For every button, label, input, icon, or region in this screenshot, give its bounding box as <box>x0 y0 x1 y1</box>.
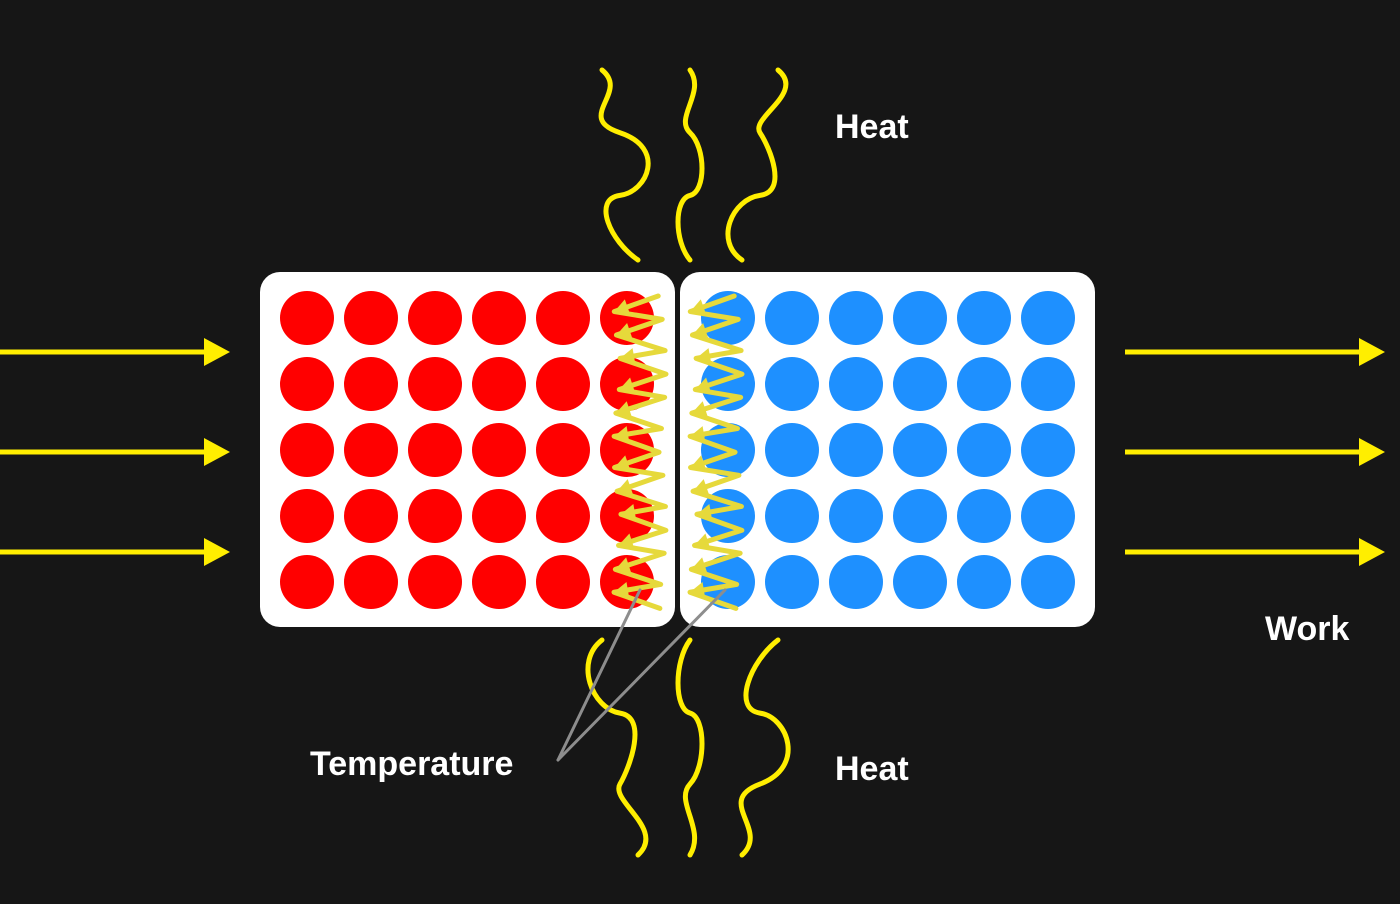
left-particle <box>344 555 398 609</box>
left-particle <box>344 291 398 345</box>
heat-wave-top <box>678 70 702 260</box>
right-particle <box>829 291 883 345</box>
left-particle <box>536 423 590 477</box>
right-particle <box>957 489 1011 543</box>
right-particle <box>893 291 947 345</box>
left-particle <box>408 423 462 477</box>
right-particle <box>1021 423 1075 477</box>
left-particle <box>344 357 398 411</box>
right-particle <box>957 291 1011 345</box>
left-particle <box>408 357 462 411</box>
right-particle <box>957 423 1011 477</box>
heat-label-bottom: Heat <box>835 750 909 789</box>
right-particle <box>893 357 947 411</box>
right-particle <box>1021 291 1075 345</box>
left-particle <box>536 489 590 543</box>
work-arrow-in-head <box>204 438 230 466</box>
left-particle <box>472 555 526 609</box>
work-arrow-in-head <box>204 538 230 566</box>
left-particle <box>472 423 526 477</box>
right-particle <box>1021 555 1075 609</box>
left-particle <box>536 291 590 345</box>
left-particle <box>536 555 590 609</box>
left-particle <box>408 555 462 609</box>
work-arrow-out-head <box>1359 338 1385 366</box>
right-particle <box>1021 357 1075 411</box>
right-particle <box>829 423 883 477</box>
diagram-stage <box>0 0 1400 904</box>
work-arrow-out-head <box>1359 538 1385 566</box>
work-label: Work <box>1265 610 1349 649</box>
right-particle <box>765 423 819 477</box>
right-particle <box>765 555 819 609</box>
right-particle <box>829 489 883 543</box>
right-particle <box>1021 489 1075 543</box>
heat-wave-bottom <box>588 640 646 855</box>
right-particle <box>893 423 947 477</box>
right-particle <box>829 555 883 609</box>
heat-wave-bottom <box>678 640 702 855</box>
left-particle <box>472 357 526 411</box>
left-particle <box>408 489 462 543</box>
right-particle <box>765 357 819 411</box>
left-particle <box>408 291 462 345</box>
temperature-label: Temperature <box>310 745 513 784</box>
left-particle <box>472 489 526 543</box>
right-particle <box>765 291 819 345</box>
right-particle <box>829 357 883 411</box>
heat-wave-bottom <box>741 640 788 855</box>
work-arrow-out-head <box>1359 438 1385 466</box>
left-particle <box>280 357 334 411</box>
left-particle <box>280 291 334 345</box>
right-particle <box>893 555 947 609</box>
heat-label-top: Heat <box>835 108 909 147</box>
left-particle <box>536 357 590 411</box>
right-particle <box>765 489 819 543</box>
right-particle <box>893 489 947 543</box>
right-particle <box>957 555 1011 609</box>
heat-wave-top <box>728 70 786 260</box>
left-particle <box>472 291 526 345</box>
left-particle <box>344 489 398 543</box>
left-particle <box>280 555 334 609</box>
work-arrow-in-head <box>204 338 230 366</box>
right-particle <box>957 357 1011 411</box>
heat-wave-top <box>601 70 648 260</box>
left-particle <box>280 423 334 477</box>
left-particle <box>344 423 398 477</box>
left-particle <box>280 489 334 543</box>
